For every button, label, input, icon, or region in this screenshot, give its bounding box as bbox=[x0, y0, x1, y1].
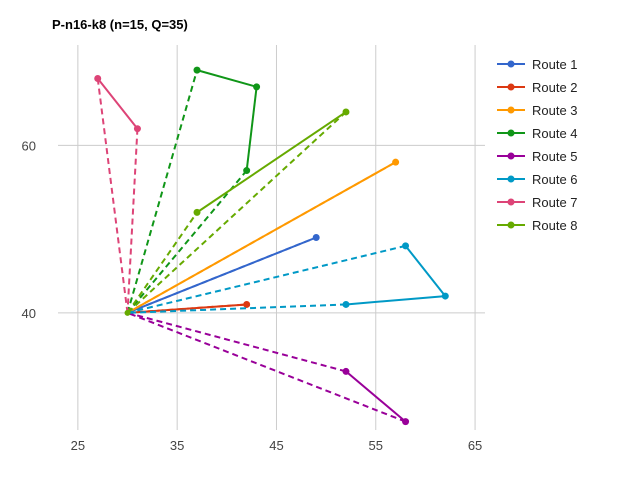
route-depot-leg bbox=[126, 69, 198, 314]
x-tick-label: 45 bbox=[269, 438, 283, 453]
legend-item: Route 8 bbox=[497, 218, 578, 233]
legend-item: Route 5 bbox=[497, 149, 578, 164]
route-depot-leg bbox=[127, 303, 347, 314]
legend-swatch-marker bbox=[507, 198, 515, 206]
route-3 bbox=[127, 158, 400, 314]
route-depot-leg bbox=[126, 128, 139, 313]
legend-label: Route 1 bbox=[532, 57, 578, 72]
x-tick-label: 55 bbox=[369, 438, 383, 453]
legend-swatch-marker bbox=[507, 152, 515, 160]
route-5 bbox=[127, 311, 410, 426]
route-leg bbox=[404, 245, 447, 297]
route-2 bbox=[127, 300, 251, 314]
x-tick-label: 35 bbox=[170, 438, 184, 453]
route-leg bbox=[96, 77, 139, 130]
customer-point bbox=[253, 83, 261, 91]
route-depot-leg bbox=[127, 311, 406, 423]
customer-point bbox=[312, 234, 320, 241]
legend-swatch-marker bbox=[507, 83, 515, 91]
customer-point bbox=[392, 158, 400, 166]
legend-swatch-marker bbox=[507, 175, 515, 183]
route-leg bbox=[196, 111, 347, 214]
route-leg bbox=[345, 295, 446, 306]
legend-item: Route 3 bbox=[497, 103, 578, 118]
route-8 bbox=[126, 108, 350, 314]
legend-swatch-marker bbox=[507, 60, 515, 68]
route-7 bbox=[94, 74, 141, 313]
customer-point bbox=[402, 242, 410, 250]
route-depot-leg bbox=[126, 111, 347, 314]
customer-point bbox=[342, 108, 350, 116]
legend-item: Route 6 bbox=[497, 172, 578, 187]
route-leg bbox=[245, 86, 258, 171]
route-leg bbox=[196, 69, 257, 88]
route-leg bbox=[127, 236, 317, 314]
customer-point bbox=[441, 292, 449, 300]
routes bbox=[94, 66, 449, 426]
customer-point bbox=[243, 300, 251, 308]
legend-swatch-marker bbox=[507, 221, 515, 229]
legend-item: Route 2 bbox=[497, 80, 578, 95]
route-4 bbox=[126, 66, 261, 314]
legend-label: Route 5 bbox=[532, 149, 578, 164]
route-leg bbox=[345, 370, 407, 423]
customer-point bbox=[402, 418, 410, 426]
legend-label: Route 7 bbox=[532, 195, 578, 210]
x-tick-label: 25 bbox=[71, 438, 85, 453]
customer-point bbox=[94, 74, 102, 82]
legend-swatch-marker bbox=[507, 129, 515, 137]
y-tick-label: 40 bbox=[22, 306, 36, 321]
route-depot-leg bbox=[126, 169, 248, 314]
customer-point bbox=[243, 167, 251, 175]
customer-point bbox=[193, 208, 201, 216]
legend-label: Route 6 bbox=[532, 172, 578, 187]
route-leg bbox=[127, 303, 247, 314]
legend: Route 1 Route 2 Route 3 Route 4 Route 5 Route… bbox=[497, 57, 578, 233]
legend-label: Route 8 bbox=[532, 218, 578, 233]
legend-label: Route 2 bbox=[532, 80, 578, 95]
grid: 25 35 45 55 65 40 60 bbox=[22, 45, 485, 453]
route-depot-leg bbox=[127, 311, 347, 373]
route-6 bbox=[127, 242, 449, 314]
route-depot-leg bbox=[96, 78, 129, 313]
customer-point bbox=[193, 66, 201, 74]
customer-point bbox=[133, 125, 141, 133]
customer-point bbox=[342, 300, 350, 308]
legend-item: Route 4 bbox=[497, 126, 578, 141]
legend-swatch-marker bbox=[507, 106, 515, 114]
route-depot-leg bbox=[126, 211, 198, 314]
route-1 bbox=[127, 234, 320, 314]
legend-item: Route 7 bbox=[497, 195, 578, 210]
depot-point bbox=[124, 309, 131, 316]
route-leg bbox=[127, 161, 397, 314]
x-tick-label: 65 bbox=[468, 438, 482, 453]
customer-point bbox=[342, 367, 350, 375]
legend-label: Route 4 bbox=[532, 126, 578, 141]
y-tick-label: 60 bbox=[22, 138, 36, 153]
legend-item: Route 1 bbox=[497, 57, 578, 72]
legend-label: Route 3 bbox=[532, 103, 578, 118]
route-depot-leg bbox=[127, 244, 406, 314]
chart-title: P-n16-k8 (n=15, Q=35) bbox=[52, 17, 188, 32]
